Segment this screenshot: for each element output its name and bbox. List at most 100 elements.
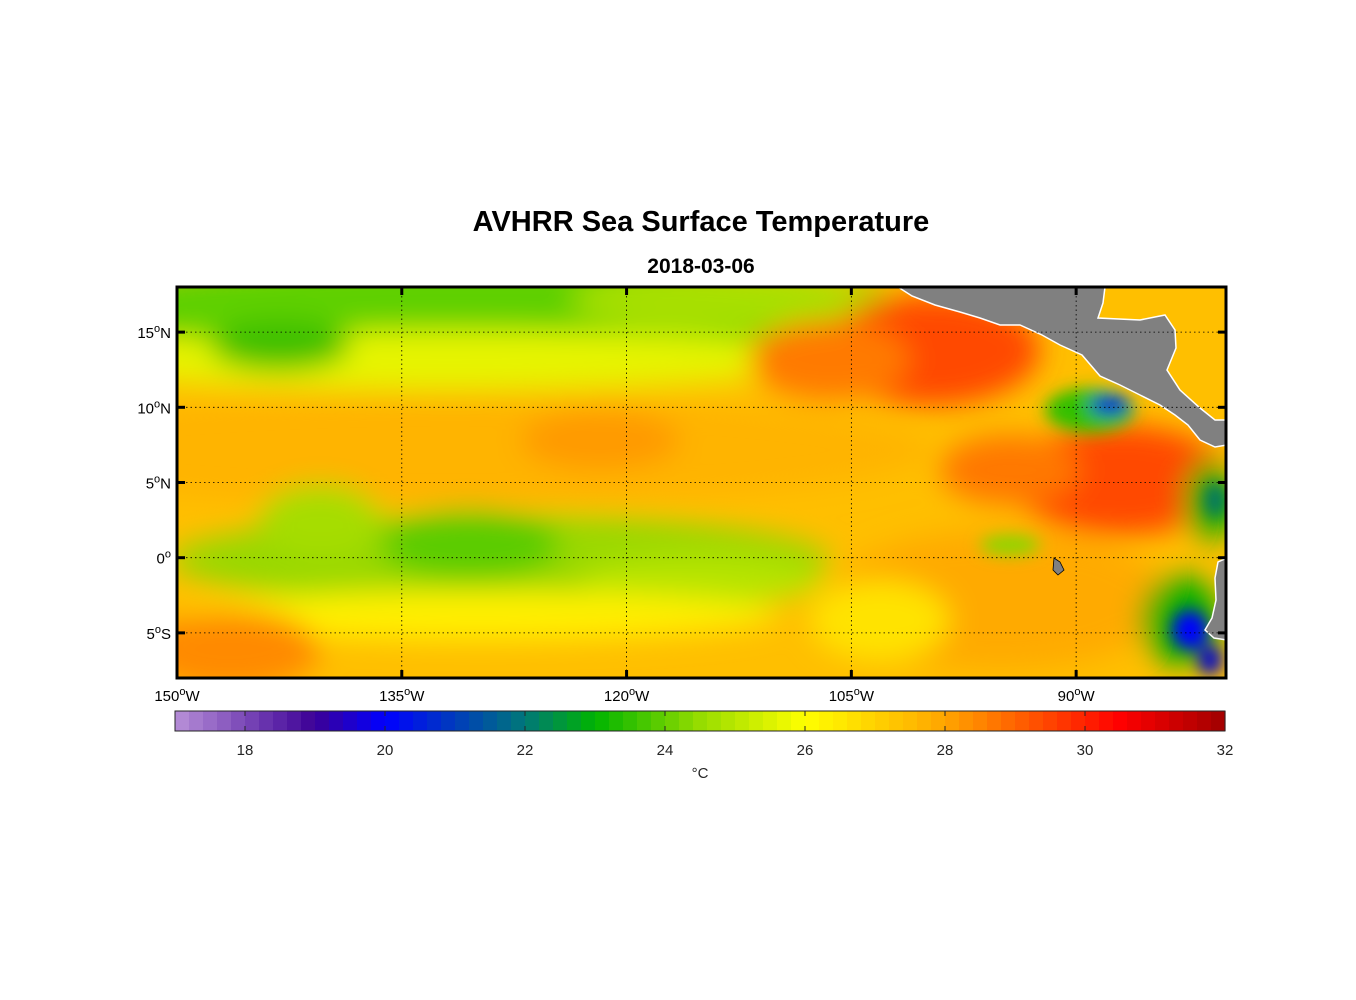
colorbar-swatch — [483, 711, 498, 731]
colorbar-swatch — [1029, 711, 1044, 731]
longitude-axis: 150oW 135oW 120oW 105oW 90oW — [154, 287, 1095, 705]
lon-tick-label: 150oW — [154, 686, 200, 705]
colorbar-swatch — [805, 711, 820, 731]
lat-tick-label: 10oN — [137, 398, 171, 417]
colorbar: 18 20 22 24 26 28 30 32 — [174, 710, 1234, 759]
colorbar-swatch — [287, 711, 302, 731]
colorbar-tick-label: 20 — [377, 742, 394, 759]
colorbar-swatch — [847, 711, 862, 731]
colorbar-swatch — [679, 711, 694, 731]
colorbar-swatch — [651, 711, 666, 731]
colorbar-swatch — [1155, 711, 1170, 731]
colorbar-swatch — [1085, 711, 1100, 731]
colorbar-swatch — [315, 711, 330, 731]
colorbar-swatch — [833, 711, 848, 731]
colorbar-swatch — [1099, 711, 1114, 731]
colorbar-swatch — [427, 711, 442, 731]
colorbar-swatch — [539, 711, 554, 731]
chart-date: 2018-03-06 — [647, 255, 755, 278]
colorbar-swatch — [1169, 711, 1184, 731]
colorbar-swatch — [189, 711, 204, 731]
colorbar-swatch — [693, 711, 708, 731]
colorbar-swatch — [819, 711, 834, 731]
colorbar-swatch — [1001, 711, 1016, 731]
colorbar-swatch — [469, 711, 484, 731]
colorbar-swatch — [735, 711, 750, 731]
colorbar-swatch — [1113, 711, 1128, 731]
colorbar-swatch — [581, 711, 596, 731]
colorbar-tick-label: 30 — [1077, 742, 1094, 759]
colorbar-swatch — [553, 711, 568, 731]
chart-title: AVHRR Sea Surface Temperature — [472, 206, 930, 238]
colorbar-swatch — [987, 711, 1002, 731]
lat-tick-label: 0o — [157, 549, 171, 568]
colorbar-swatch — [455, 711, 470, 731]
colorbar-tick-label: 28 — [937, 742, 954, 759]
colorbar-swatch — [413, 711, 428, 731]
colorbar-frame — [174, 710, 1226, 732]
colorbar-swatch — [1043, 711, 1058, 731]
lat-tick-label: 15oN — [137, 323, 171, 342]
colorbar-swatch — [595, 711, 610, 731]
colorbar-swatch — [1197, 711, 1212, 731]
colorbar-swatch — [1057, 711, 1072, 731]
colorbar-swatch — [1141, 711, 1156, 731]
colorbar-swatch — [245, 711, 260, 731]
colorbar-swatch — [399, 711, 414, 731]
colorbar-swatch — [441, 711, 456, 731]
land-mass — [896, 287, 1226, 641]
colorbar-tick-label: 18 — [237, 742, 254, 759]
colorbar-swatch — [665, 711, 680, 731]
colorbar-swatch — [777, 711, 792, 731]
colorbar-swatch — [791, 711, 806, 731]
colorbar-swatch — [931, 711, 946, 731]
colorbar-swatch — [917, 711, 932, 731]
colorbar-swatch — [343, 711, 358, 731]
colorbar-tick-label: 26 — [797, 742, 814, 759]
colorbar-swatch — [385, 711, 400, 731]
lon-tick-label: 90oW — [1058, 686, 1096, 705]
colorbar-swatch — [217, 711, 232, 731]
colorbar-swatch — [721, 711, 736, 731]
colorbar-swatch — [749, 711, 764, 731]
colorbar-swatch — [511, 711, 526, 731]
lat-tick-label: 5oN — [146, 474, 171, 493]
colorbar-swatch — [763, 711, 778, 731]
colorbar-swatch — [371, 711, 386, 731]
colorbar-tick-label: 32 — [1217, 742, 1234, 759]
colorbar-swatch — [1127, 711, 1142, 731]
colorbar-tick-label: 24 — [657, 742, 674, 759]
colorbar-swatch — [637, 711, 652, 731]
colorbar-swatch — [889, 711, 904, 731]
colorbar-swatch — [301, 711, 316, 731]
colorbar-swatch — [623, 711, 638, 731]
colorbar-swatch — [203, 711, 218, 731]
colorbar-swatch — [1211, 711, 1226, 731]
colorbar-swatch — [959, 711, 974, 731]
colorbar-swatch — [609, 711, 624, 731]
colorbar-swatch — [329, 711, 344, 731]
colorbar-swatch — [273, 711, 288, 731]
colorbar-swatch — [707, 711, 722, 731]
colorbar-swatch — [175, 711, 190, 731]
lon-tick-label: 105oW — [829, 686, 875, 705]
colorbar-swatch — [945, 711, 960, 731]
sst-field — [177, 287, 1226, 678]
lon-tick-label: 135oW — [379, 686, 425, 705]
colorbar-swatch — [357, 711, 372, 731]
colorbar-swatch — [1183, 711, 1198, 731]
colorbar-swatch — [231, 711, 246, 731]
colorbar-unit-label: °C — [692, 765, 709, 782]
colorbar-swatch — [875, 711, 890, 731]
colorbar-swatch — [497, 711, 512, 731]
lon-tick-label: 120oW — [604, 686, 650, 705]
graticule — [177, 287, 1226, 678]
colorbar-tick-label: 22 — [517, 742, 534, 759]
colorbar-swatch — [1071, 711, 1086, 731]
colorbar-swatch — [903, 711, 918, 731]
colorbar-swatch — [1015, 711, 1030, 731]
colorbar-swatch — [259, 711, 274, 731]
colorbar-swatch — [861, 711, 876, 731]
lat-tick-label: 5oS — [147, 624, 171, 643]
